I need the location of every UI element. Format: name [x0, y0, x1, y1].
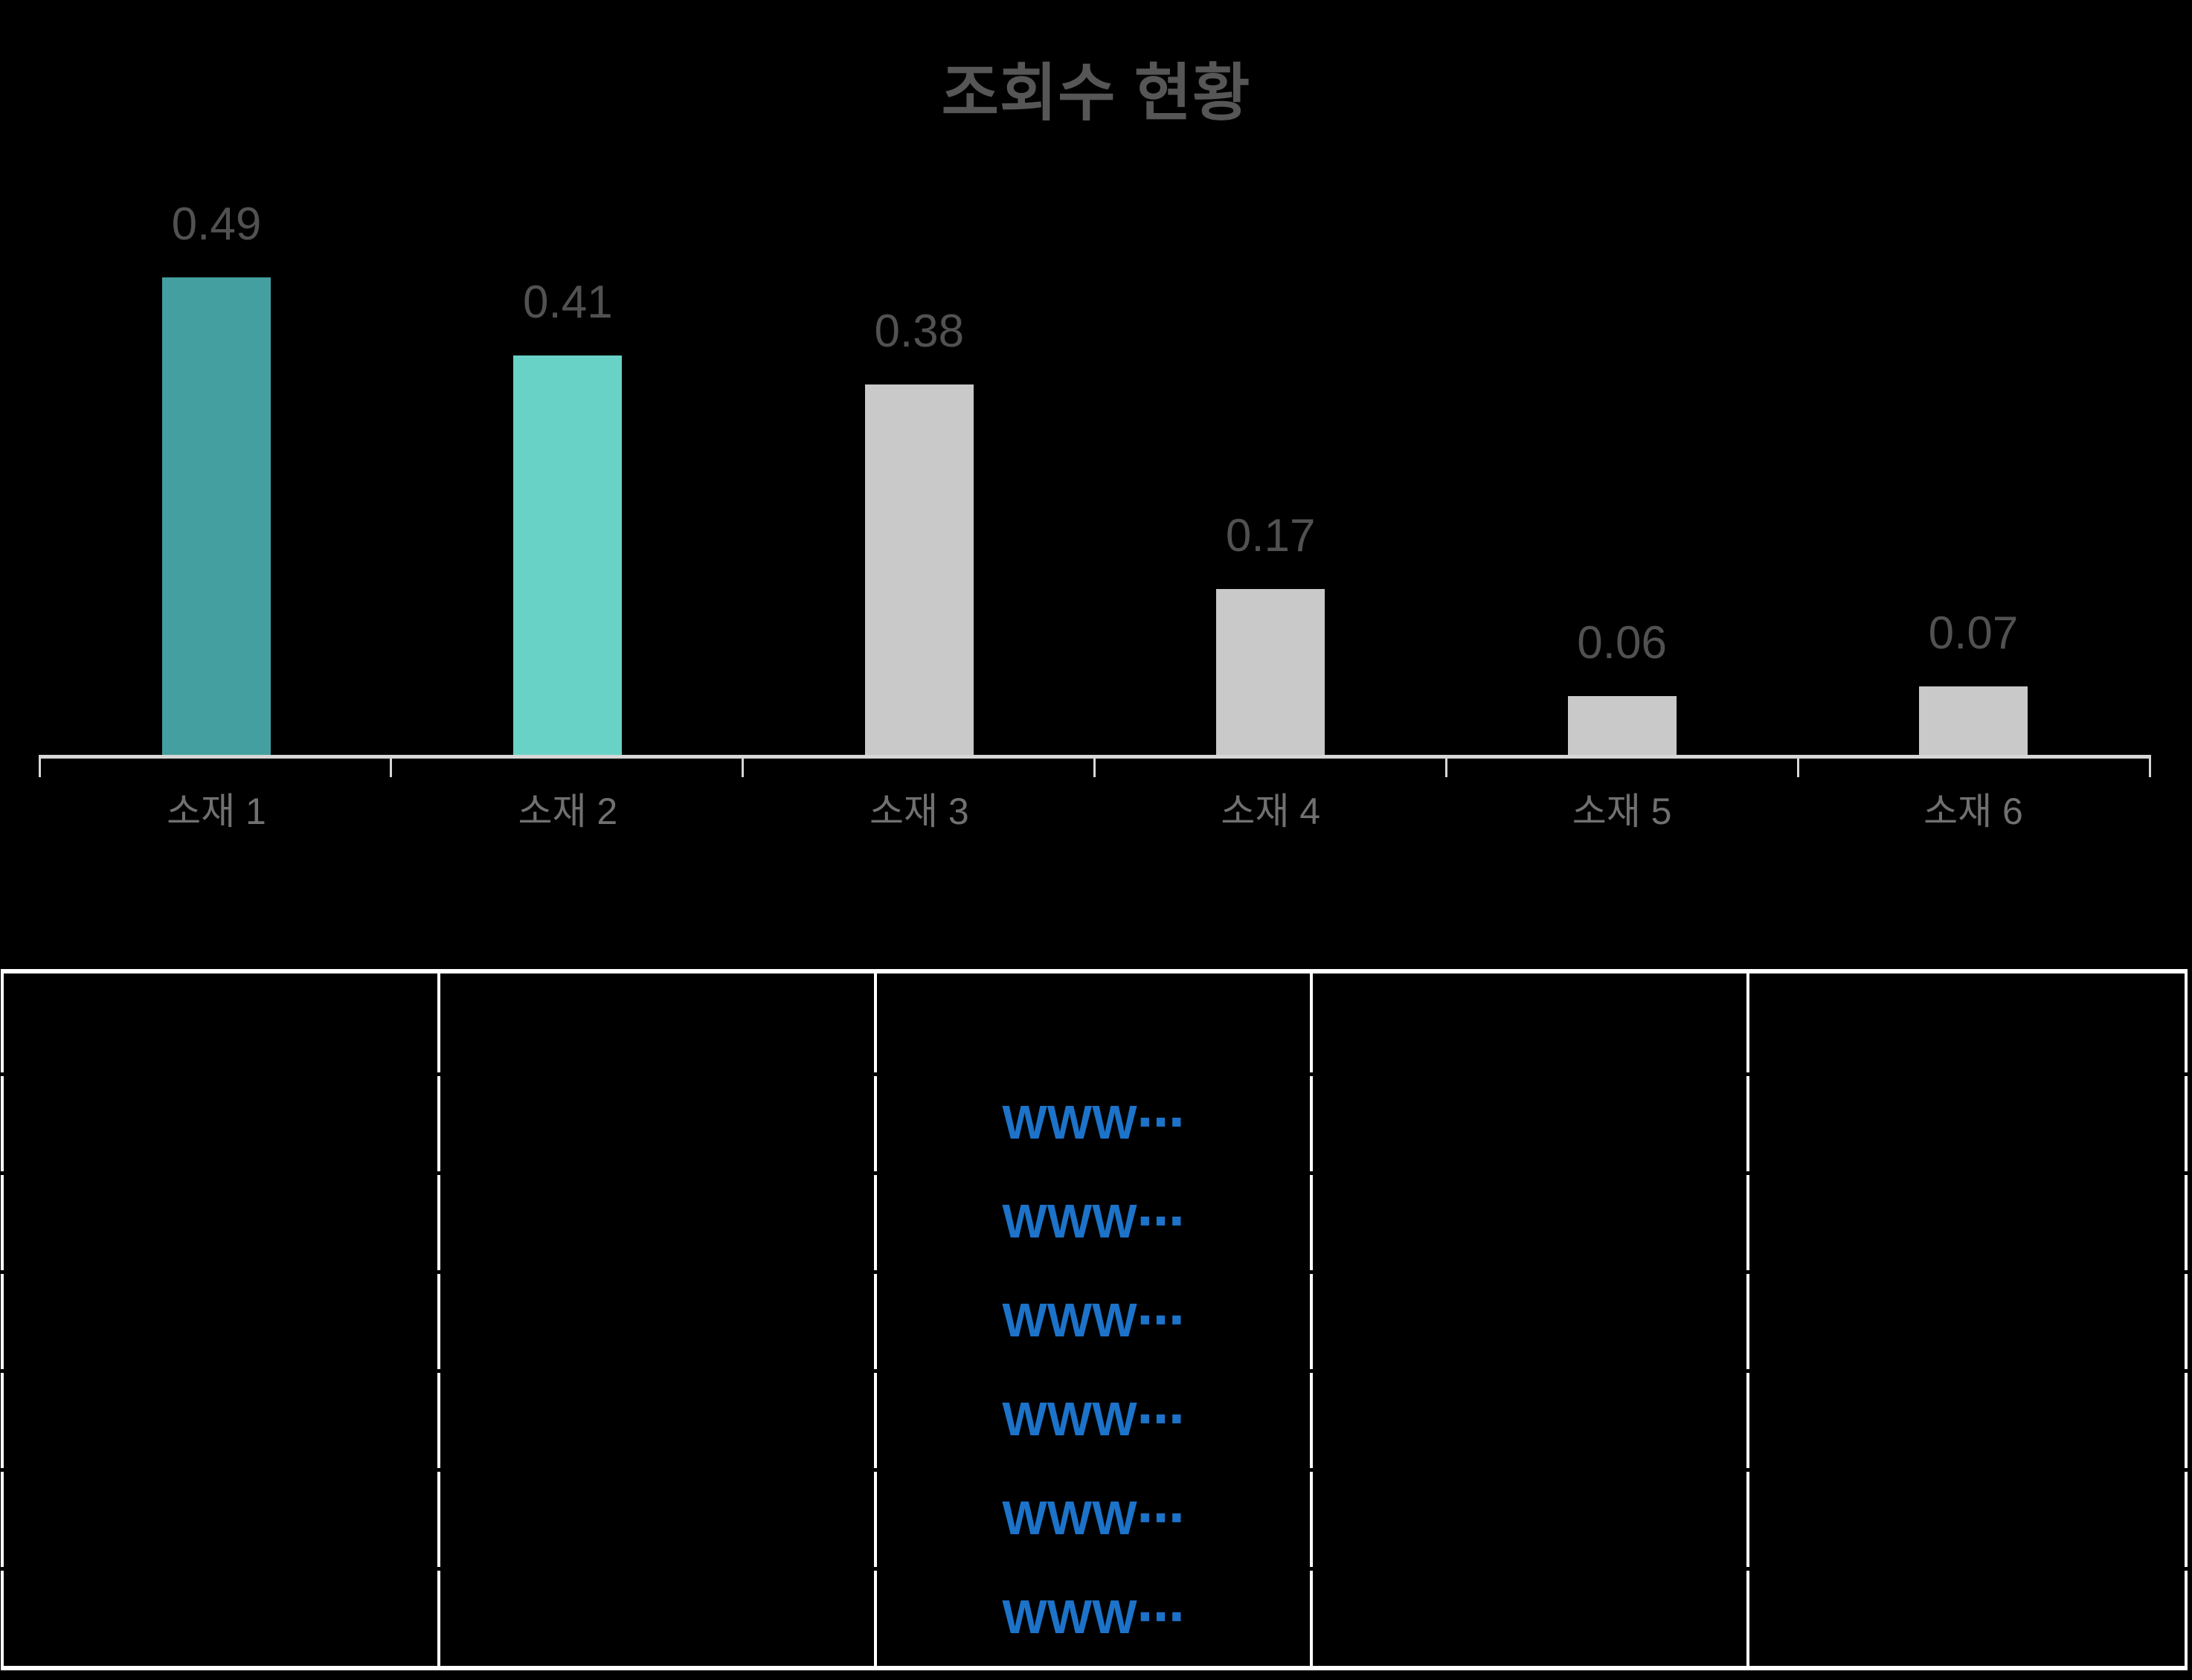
table-top-border — [1, 969, 2188, 973]
table-column-border-5 — [1746, 969, 1749, 1670]
chart-title: 조회수 현황 — [941, 58, 1251, 128]
table-link-3[interactable]: WWW⋯ — [1002, 1293, 1185, 1347]
x-axis-label-5: 소재 5 — [1572, 791, 1672, 832]
bar-value-label-4: 0.17 — [1225, 510, 1316, 561]
bar-value-label-3: 0.38 — [874, 306, 965, 357]
table-row-border-2 — [1, 1171, 2188, 1175]
bar-2 — [513, 355, 623, 755]
x-axis-tick — [1444, 755, 1447, 777]
table-link-1[interactable]: WWW⋯ — [1002, 1095, 1185, 1149]
bar-1 — [162, 277, 271, 755]
table-link-5[interactable]: WWW⋯ — [1002, 1490, 1185, 1545]
x-axis-label-4: 소재 4 — [1221, 791, 1321, 832]
bar-value-label-1: 0.49 — [171, 199, 262, 250]
table-column-border-1 — [1, 969, 4, 1670]
table-row-border-6 — [1, 1567, 2188, 1571]
table-row-border-5 — [1, 1468, 2188, 1472]
bar-5 — [1567, 696, 1677, 755]
table-link-2[interactable]: WWW⋯ — [1002, 1194, 1185, 1248]
x-axis-label-2: 소재 2 — [518, 791, 618, 832]
x-axis-label-6: 소재 6 — [1923, 791, 2023, 832]
table-row-border-3 — [1, 1270, 2188, 1274]
table-column-border-2 — [437, 969, 440, 1670]
x-axis-label-1: 소재 1 — [167, 791, 266, 832]
bar-3 — [864, 384, 974, 755]
x-axis-tick — [742, 755, 745, 777]
table-row-border-4 — [1, 1369, 2188, 1373]
x-axis-tick — [38, 755, 41, 777]
x-axis-label-3: 소재 3 — [869, 791, 969, 832]
x-axis-tick — [2148, 755, 2151, 777]
table-link-6[interactable]: WWW⋯ — [1002, 1589, 1185, 1644]
bar-4 — [1216, 589, 1325, 755]
table-link-4[interactable]: WWW⋯ — [1002, 1391, 1185, 1446]
table-column-border-6 — [2185, 969, 2188, 1670]
table-column-border-4 — [1310, 969, 1313, 1670]
table-bottom-border — [1, 1666, 2188, 1670]
bar-value-label-6: 0.07 — [1928, 608, 2019, 659]
bar-value-label-2: 0.41 — [523, 277, 613, 328]
x-axis-tick — [1796, 755, 1799, 777]
x-axis-tick — [1093, 755, 1096, 777]
table-column-border-3 — [874, 969, 877, 1670]
x-axis-tick — [390, 755, 393, 777]
table-row-border-1 — [1, 1072, 2188, 1076]
bar-6 — [1919, 686, 2028, 755]
bar-value-label-5: 0.06 — [1577, 617, 1667, 669]
